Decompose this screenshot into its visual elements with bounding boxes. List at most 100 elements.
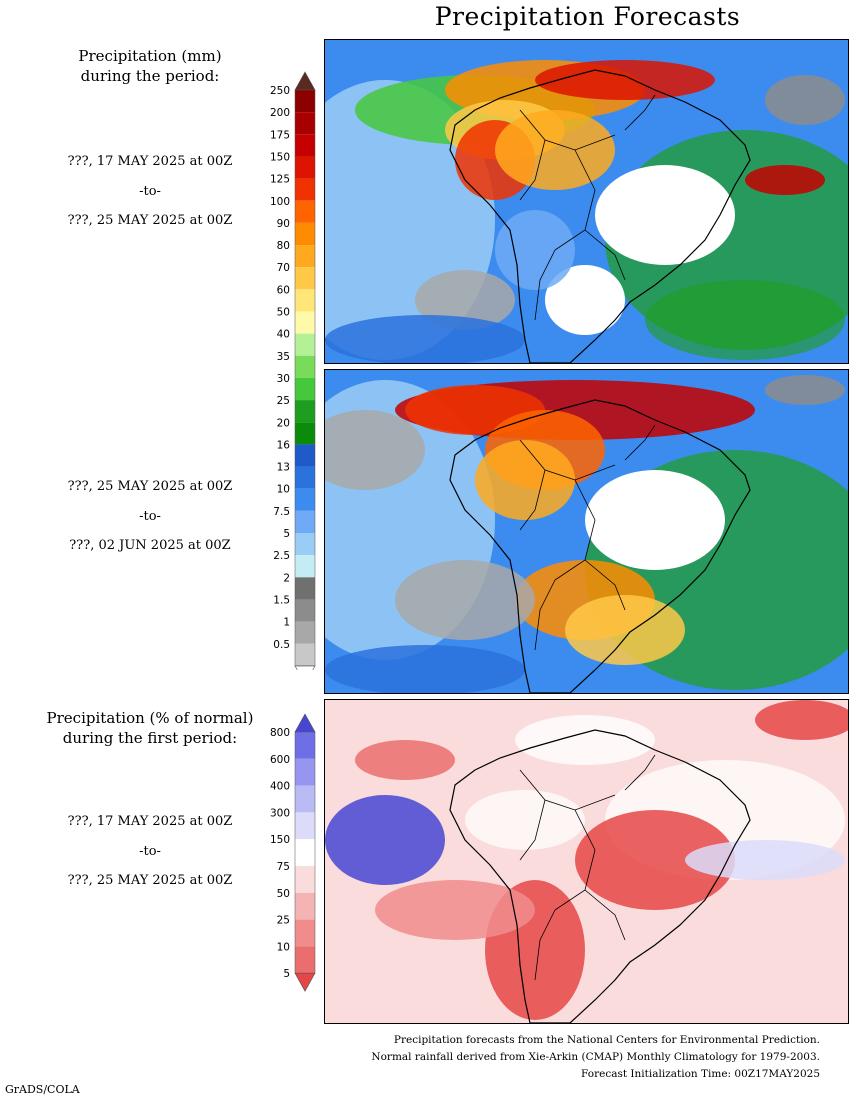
mm-scale-tick-label: 250 — [270, 85, 290, 97]
coastline — [449, 69, 751, 363]
pct-scale-tick-label: 25 — [277, 915, 290, 927]
panel2-start-date: ???, 25 MAY 2025 at 00Z — [67, 479, 233, 494]
mm-scale-tick-label: 125 — [270, 174, 290, 186]
panel3-heading-line1: Precipitation (% of normal) — [46, 709, 254, 727]
panel3-start-date: ???, 17 MAY 2025 at 00Z — [67, 814, 233, 829]
mm-scale-tick-label: 20 — [277, 417, 290, 429]
footer-init-time: Forecast Initialization Time: 00Z17MAY20… — [581, 1068, 820, 1080]
pct-scale-swatch — [295, 892, 315, 920]
country-border — [534, 249, 556, 321]
panel1-heading-line1: Precipitation (mm) — [78, 47, 222, 65]
precip-field-region — [765, 375, 845, 405]
precip-field-region — [575, 810, 735, 910]
mm-scale-tick-label: 80 — [277, 240, 290, 252]
precip-field-region — [375, 880, 535, 940]
mm-scale-swatch — [295, 577, 315, 600]
coastline — [449, 729, 751, 1023]
pct-scale-tick-label: 5 — [283, 968, 290, 980]
mm-scale-swatch — [295, 422, 315, 445]
mm-scale-tick-label: 1.5 — [273, 594, 290, 606]
mm-scale-swatch — [295, 643, 315, 666]
mm-scale-swatch — [295, 377, 315, 401]
footer-source: Precipitation forecasts from the Nationa… — [393, 1034, 820, 1046]
country-border — [554, 479, 596, 581]
pct-scale-swatch — [295, 812, 315, 840]
country-border — [534, 579, 556, 651]
precip-field-region — [645, 280, 845, 360]
pct-scale-top-arrow — [294, 713, 316, 733]
precip-week1-map — [325, 40, 848, 363]
pct-scale-swatch — [295, 732, 315, 759]
pct-scale-swatch — [295, 866, 315, 893]
mm-scale-tick-label: 25 — [277, 395, 290, 407]
pct-scale-tick-label: 10 — [277, 941, 290, 953]
country-border — [584, 889, 626, 941]
map-panel-precip-week1 — [324, 39, 849, 364]
precip-field-region — [765, 75, 845, 125]
pct-scale-tick-label: 50 — [277, 888, 290, 900]
pct-scale-tick-label: 600 — [270, 754, 290, 766]
mm-scale-tick-label: 70 — [277, 262, 290, 274]
precip-field-region — [595, 165, 735, 265]
mm-scale-swatch — [295, 444, 315, 467]
panel3-separator: -to- — [139, 844, 161, 859]
mm-scale-swatch — [295, 355, 315, 378]
panel3-end-date: ???, 25 MAY 2025 at 00Z — [67, 873, 233, 888]
mm-scale-tick-label: 7.5 — [273, 506, 290, 518]
precip-field-region — [495, 110, 615, 190]
mm-scale-tick-label: 13 — [277, 462, 290, 474]
precip-field-region — [585, 470, 725, 570]
precip-field-region — [535, 60, 715, 100]
country-border — [584, 229, 626, 281]
precip-field-region — [515, 715, 655, 765]
mm-scale-swatch — [295, 466, 315, 489]
country-border — [519, 139, 546, 201]
mm-scale-swatch — [295, 555, 315, 578]
precip-field-region — [355, 740, 455, 780]
precip-field-region — [475, 440, 575, 520]
mm-scale-tick-label: 1 — [283, 617, 290, 629]
panel1-end-date: ???, 25 MAY 2025 at 00Z — [67, 213, 233, 228]
pct-scale-tick-label: 800 — [270, 727, 290, 739]
country-border — [624, 754, 656, 791]
country-border — [584, 559, 626, 611]
mm-scale-tick-label: 50 — [277, 307, 290, 319]
panel2-separator: -to- — [139, 509, 161, 524]
mm-scale-tick-label: 2 — [283, 572, 290, 584]
mm-scale-tick-label: 60 — [277, 284, 290, 296]
mm-scale-swatch — [295, 400, 315, 423]
precip-field-region — [415, 270, 515, 330]
precip-field-region — [745, 165, 825, 195]
mm-scale-tick-label: 150 — [270, 151, 290, 163]
country-border — [519, 439, 616, 481]
mm-scale-swatch — [295, 599, 315, 622]
mm-scale-tick-label: 2.5 — [273, 550, 290, 562]
precip-mm-colorbar: 2502001751501251009080706050403530252016… — [270, 71, 316, 670]
mm-scale-swatch — [295, 289, 315, 312]
country-border — [519, 799, 546, 861]
panel1-start-date: ???, 17 MAY 2025 at 00Z — [67, 154, 233, 169]
country-border — [519, 469, 546, 531]
precip-field-region — [395, 560, 535, 640]
mm-scale-swatch — [295, 533, 315, 556]
mm-scale-tick-label: 100 — [270, 196, 290, 208]
pct-scale-swatch — [295, 946, 315, 974]
mm-scale-bottom-arrow — [294, 665, 316, 670]
precip-field-region — [325, 315, 525, 363]
mm-scale-tick-label: 5 — [283, 528, 290, 540]
panel2-end-date: ???, 02 JUN 2025 at 00Z — [69, 538, 231, 553]
map-panel-percent-normal — [324, 699, 849, 1024]
mm-scale-swatch — [295, 178, 315, 201]
country-border — [519, 769, 616, 811]
country-border — [624, 424, 656, 461]
mm-scale-swatch — [295, 621, 315, 644]
pct-scale-swatch — [295, 785, 315, 813]
pct-scale-swatch — [295, 839, 315, 866]
mm-scale-swatch — [295, 200, 315, 223]
country-border — [519, 109, 616, 151]
grads-credit: GrADS/COLA — [5, 1083, 80, 1096]
mm-scale-swatch — [295, 333, 315, 356]
precip-field-region — [685, 840, 845, 880]
mm-scale-top-arrow — [294, 71, 316, 91]
pct-scale-swatch — [295, 919, 315, 947]
